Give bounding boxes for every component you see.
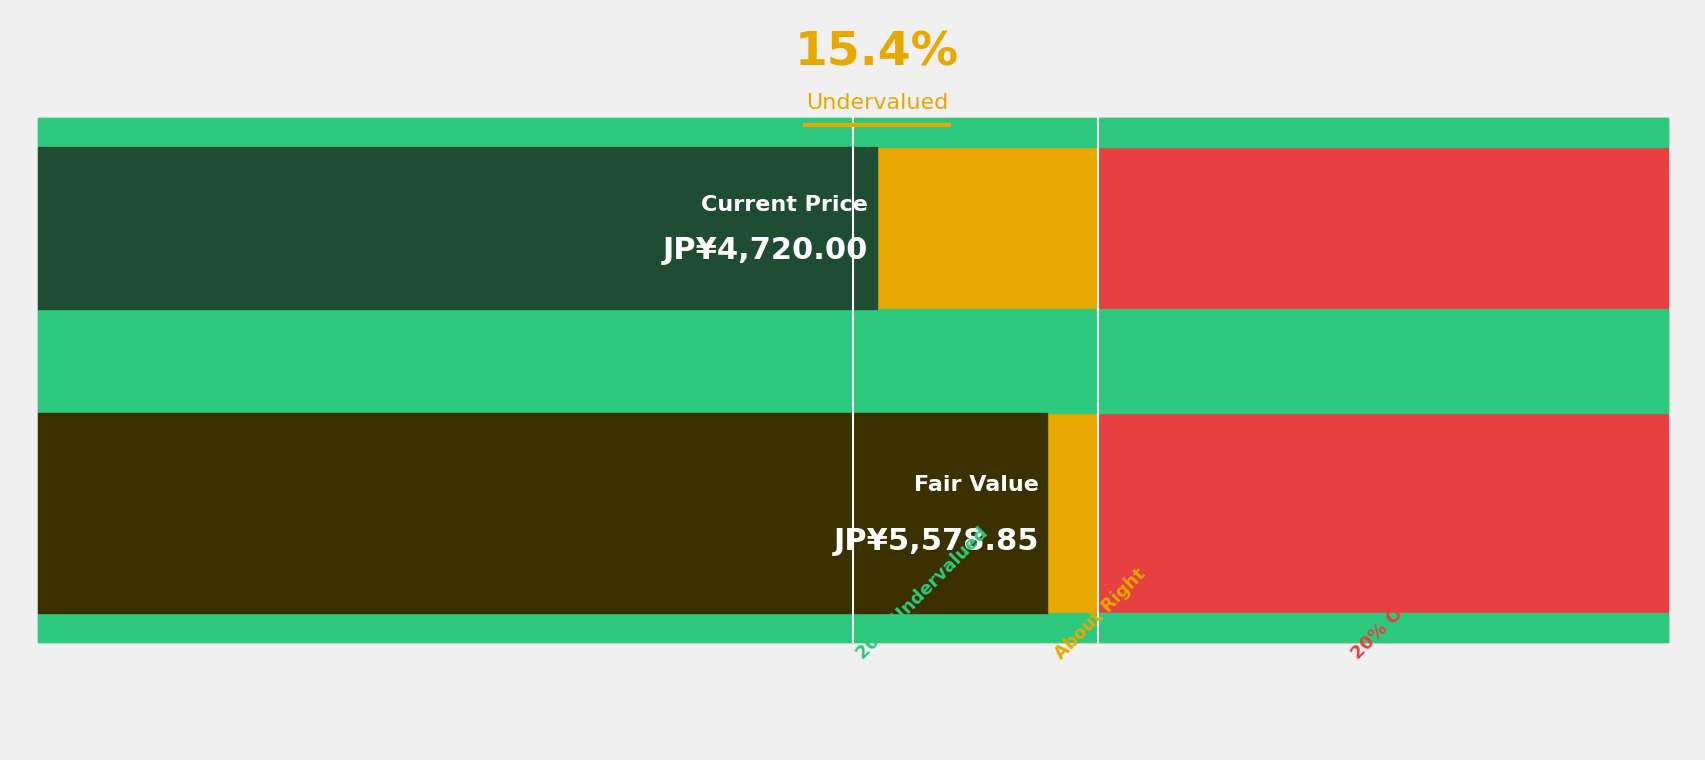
Text: Undervalued: Undervalued (805, 93, 948, 112)
Text: 20% Overvalued: 20% Overvalued (1347, 533, 1477, 663)
Bar (38, 613, 1667, 642)
Bar (38, 413, 1047, 613)
Text: 20% Undervalued: 20% Undervalued (852, 524, 991, 663)
Bar (1096, 118, 1667, 642)
Bar (38, 309, 1667, 338)
Bar (38, 118, 852, 642)
Text: Current Price: Current Price (701, 195, 868, 215)
Text: About Right: About Right (1050, 565, 1147, 663)
Text: Fair Value: Fair Value (914, 475, 1038, 495)
Bar (852, 118, 1096, 642)
Bar (38, 118, 1667, 147)
Text: JP¥4,720.00: JP¥4,720.00 (663, 236, 868, 265)
Bar (38, 384, 1667, 413)
Bar (38, 147, 876, 309)
Text: JP¥5,578.85: JP¥5,578.85 (834, 527, 1038, 556)
Text: 15.4%: 15.4% (795, 30, 958, 76)
Bar (38, 338, 1667, 384)
